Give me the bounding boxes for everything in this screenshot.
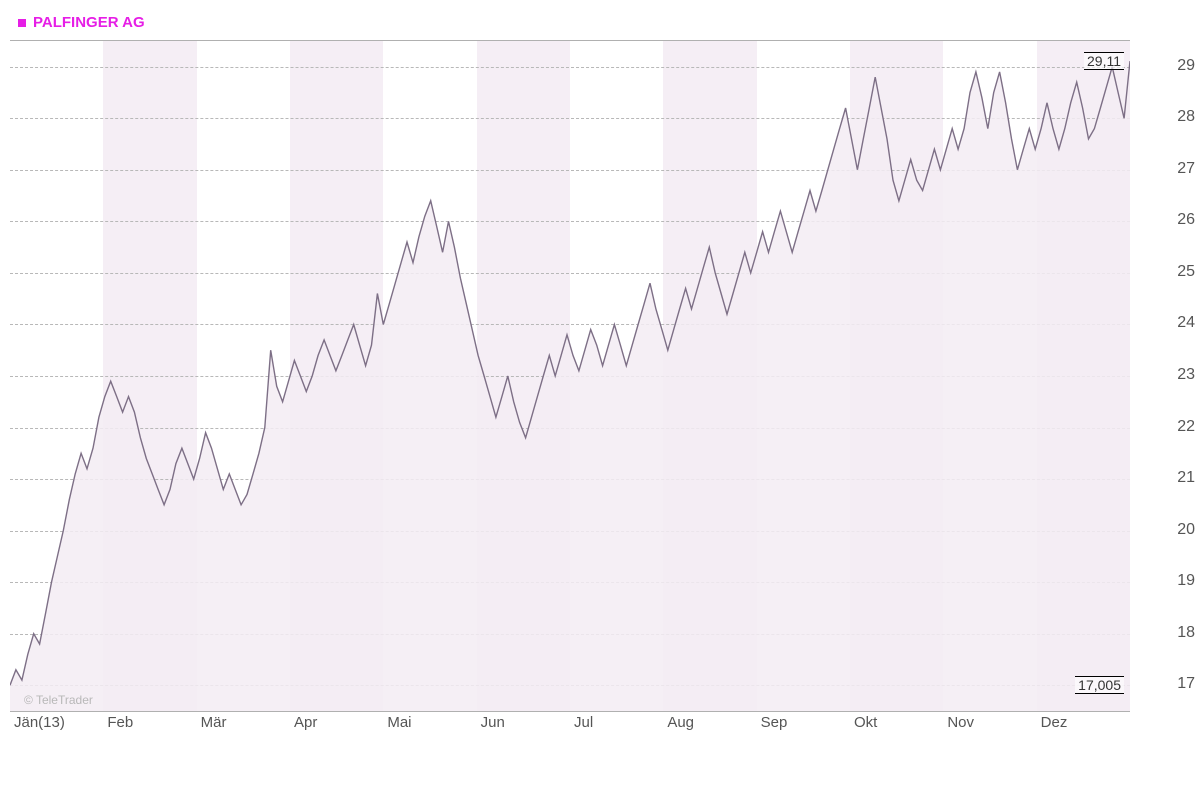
chart-frame: PALFINGER AG 29,1117,005© TeleTrader 171… [0, 0, 1200, 800]
y-tick-label: 20 [1177, 521, 1195, 539]
attribution: © TeleTrader [24, 693, 93, 707]
plot-area: 29,11 17,005 © TeleTrader [10, 40, 1130, 712]
x-tick-label: Aug [667, 714, 694, 731]
x-axis-labels: Jän(13) Feb Mär Apr Mai Jun Jul Aug Sep Okt Nov Dez [10, 710, 1130, 740]
y-tick-label: 18 [1177, 624, 1195, 642]
x-tick-label: Mai [387, 714, 411, 731]
y-tick-label: 23 [1177, 366, 1195, 384]
y-tick-label: 17 [1177, 675, 1195, 693]
legend: PALFINGER AG [18, 14, 145, 31]
y-tick-label: 21 [1177, 469, 1195, 487]
y-tick-label: 28 [1177, 108, 1195, 126]
x-tick-label: Nov [947, 714, 974, 731]
series-label: PALFINGER AG [33, 14, 145, 31]
y-tick-label: 19 [1177, 572, 1195, 590]
y-tick-label: 24 [1177, 314, 1195, 332]
start-value-label: 17,005 [1075, 676, 1124, 694]
x-tick-label: Sep [761, 714, 788, 731]
x-tick-label: Dez [1041, 714, 1068, 731]
y-tick-label: 29 [1177, 57, 1195, 75]
legend-marker [18, 19, 26, 27]
y-tick-label: 26 [1177, 211, 1195, 229]
x-tick-label: Mär [201, 714, 227, 731]
latest-value-label: 29,11 [1084, 52, 1124, 70]
y-tick-label: 25 [1177, 263, 1195, 281]
x-tick-label: Okt [854, 714, 877, 731]
price-line-svg [10, 41, 1130, 711]
y-tick-label: 22 [1177, 418, 1195, 436]
y-tick-label: 27 [1177, 160, 1195, 178]
x-tick-label: Feb [107, 714, 133, 731]
x-tick-label: Jul [574, 714, 593, 731]
x-tick-label: Jun [481, 714, 505, 731]
x-tick-label: Jän(13) [14, 714, 65, 731]
y-axis-labels: 17 18 19 20 21 22 23 24 25 26 27 28 29 [1140, 40, 1195, 710]
x-tick-label: Apr [294, 714, 317, 731]
